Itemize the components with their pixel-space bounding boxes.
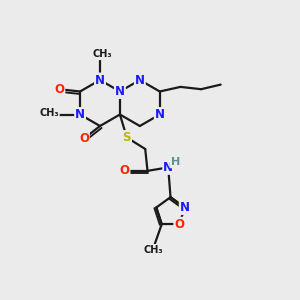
Text: O: O xyxy=(54,83,64,96)
Text: N: N xyxy=(163,161,173,174)
Text: S: S xyxy=(123,131,131,144)
Text: CH₃: CH₃ xyxy=(39,107,59,118)
Text: N: N xyxy=(75,108,85,121)
Text: N: N xyxy=(135,74,145,86)
Text: O: O xyxy=(79,132,89,145)
Text: O: O xyxy=(174,218,184,231)
Text: N: N xyxy=(180,201,190,214)
Text: N: N xyxy=(155,108,165,121)
Text: N: N xyxy=(115,85,125,98)
Text: N: N xyxy=(95,74,105,86)
Text: CH₃: CH₃ xyxy=(92,49,112,59)
Text: CH₃: CH₃ xyxy=(143,245,163,255)
Text: H: H xyxy=(171,158,180,167)
Text: O: O xyxy=(119,164,130,177)
